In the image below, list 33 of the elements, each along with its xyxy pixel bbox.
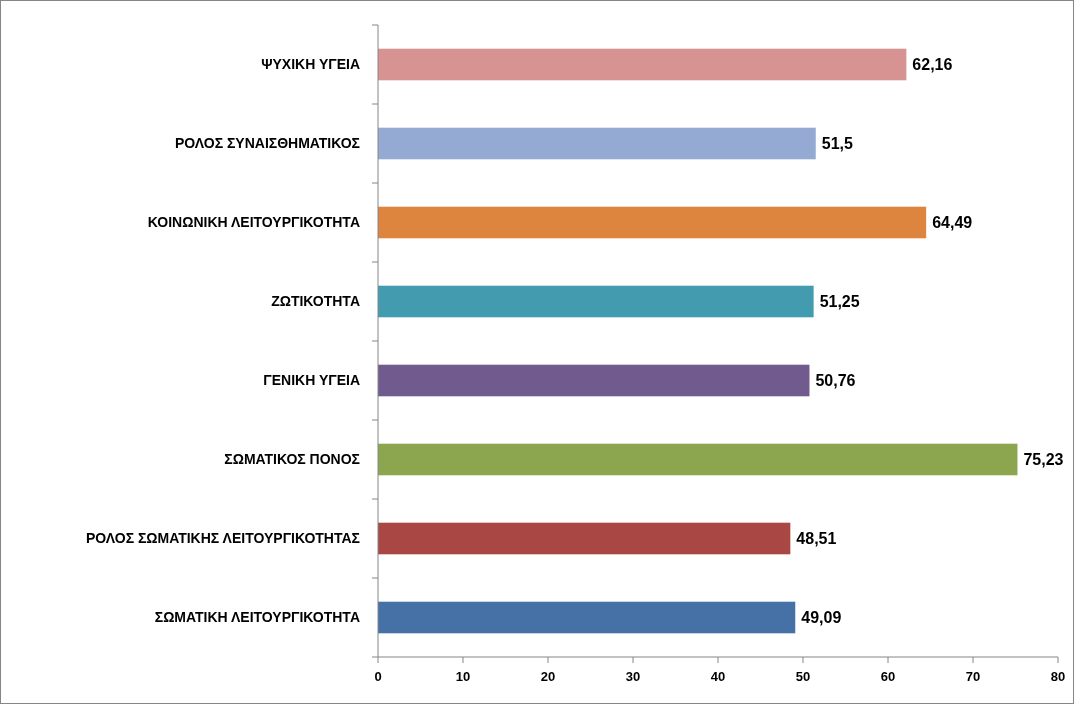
bar: [378, 285, 814, 318]
y-tick-label: ΚΟΙΝΩΝΙΚΗ ΛΕΙΤΟΥΡΓΙΚΟΤΗΤΑ: [147, 214, 360, 231]
data-label: 49,09: [801, 609, 842, 627]
y-tick-label: ΓΕΝΙΚΗ ΥΓΕΙΑ: [263, 372, 360, 389]
bar: [378, 364, 810, 397]
x-tick-label: 0: [374, 669, 382, 684]
bar: [378, 522, 791, 555]
bar: [378, 127, 816, 160]
y-tick-label: ΣΩΜΑΤΙΚΗ ΛΕΙΤΟΥΡΓΙΚΟΤΗΤΑ: [154, 609, 360, 626]
data-label: 51,5: [821, 135, 853, 153]
data-label: 51,25: [819, 293, 860, 311]
data-label: 50,76: [815, 372, 856, 390]
data-label: 48,51: [796, 530, 837, 548]
y-tick-label: ΣΩΜΑΤΙΚΟΣ ΠΟΝΟΣ: [224, 451, 360, 468]
x-tick-label: 10: [455, 669, 471, 684]
y-tick-label: ΖΩΤΙΚΟΤΗΤΑ: [271, 293, 360, 310]
bar: [378, 601, 796, 634]
x-tick-label: 80: [1050, 669, 1066, 684]
bar: [378, 206, 927, 239]
x-tick-label: 50: [795, 669, 811, 684]
y-tick-label: ΨΥΧΙΚΗ ΥΓΕΙΑ: [261, 56, 360, 73]
x-tick-label: 60: [880, 669, 896, 684]
x-tick-label: 20: [540, 669, 556, 684]
data-label: 62,16: [912, 56, 953, 74]
y-tick-label: ΡΟΛΟΣ ΣΩΜΑΤΙΚΗΣ ΛΕΙΤΟΥΡΓΙΚΟΤΗΤΑΣ: [85, 530, 360, 547]
bar: [378, 48, 907, 81]
data-label: 75,23: [1023, 451, 1064, 469]
x-tick-label: 30: [625, 669, 641, 684]
x-tick-label: 40: [710, 669, 726, 684]
y-tick-label: ΡΟΛΟΣ ΣΥΝΑΙΣΘΗΜΑΤΙΚΟΣ: [174, 135, 360, 152]
x-tick-label: 70: [965, 669, 981, 684]
bar: [378, 443, 1018, 476]
data-label: 64,49: [932, 214, 973, 232]
